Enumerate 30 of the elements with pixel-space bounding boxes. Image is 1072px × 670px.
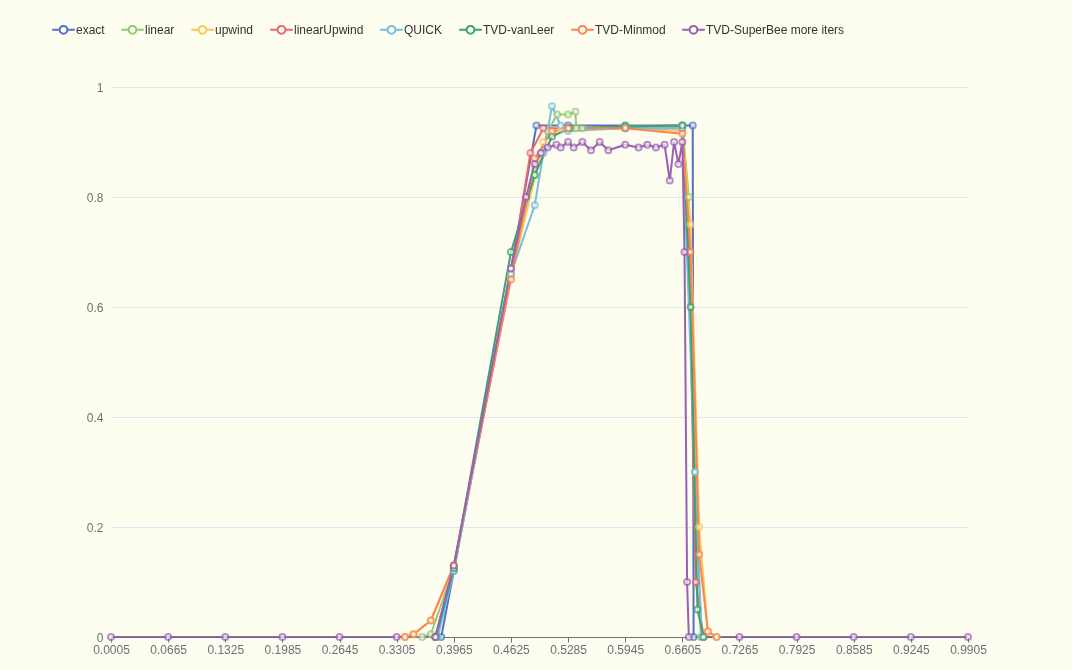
y-tick-label: 0.2	[86, 520, 104, 535]
y-tick-label: 0.4	[86, 410, 104, 425]
x-tick-label: 0.9245	[893, 642, 931, 657]
y-tick-label: 0.8	[86, 190, 104, 205]
x-tick-label: 0.4625	[493, 642, 531, 657]
x-tick-label: 0.8585	[835, 642, 873, 657]
y-tick-label: 0.6	[86, 300, 104, 315]
x-tick-label: 0.6605	[664, 642, 702, 657]
legend-label: exact	[76, 22, 106, 37]
x-tick-label: 0.1985	[264, 642, 302, 657]
x-tick-label: 0.1325	[207, 642, 245, 657]
legend-label: TVD-Minmod	[595, 22, 666, 37]
legend-label: TVD-SuperBee more iters	[706, 22, 845, 37]
x-tick-label: 0.5945	[607, 642, 645, 657]
x-tick-label: 0.2645	[321, 642, 359, 657]
y-tick-label: 0	[96, 630, 104, 645]
x-tick-label: 0.3305	[378, 642, 416, 657]
legend-label: upwind	[215, 22, 254, 37]
x-tick-label: 0.5285	[550, 642, 588, 657]
legend-label: linearUpwind	[294, 22, 364, 37]
x-tick-label: 0.7925	[778, 642, 816, 657]
y-tick-label: 1	[96, 80, 104, 95]
x-tick-label: 0.0005	[93, 642, 131, 657]
x-tick-label: 0.7265	[721, 642, 759, 657]
legend-label: linear	[145, 22, 175, 37]
x-tick-label: 0.3965	[435, 642, 473, 657]
legend-label: QUICK	[404, 22, 443, 37]
x-tick-label: 0.9905	[950, 642, 988, 657]
x-tick-label: 0.0665	[150, 642, 188, 657]
legend-label: TVD-vanLeer	[483, 22, 555, 37]
